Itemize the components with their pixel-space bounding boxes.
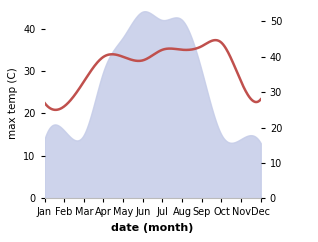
X-axis label: date (month): date (month) — [111, 223, 194, 233]
Y-axis label: max temp (C): max temp (C) — [8, 67, 17, 139]
